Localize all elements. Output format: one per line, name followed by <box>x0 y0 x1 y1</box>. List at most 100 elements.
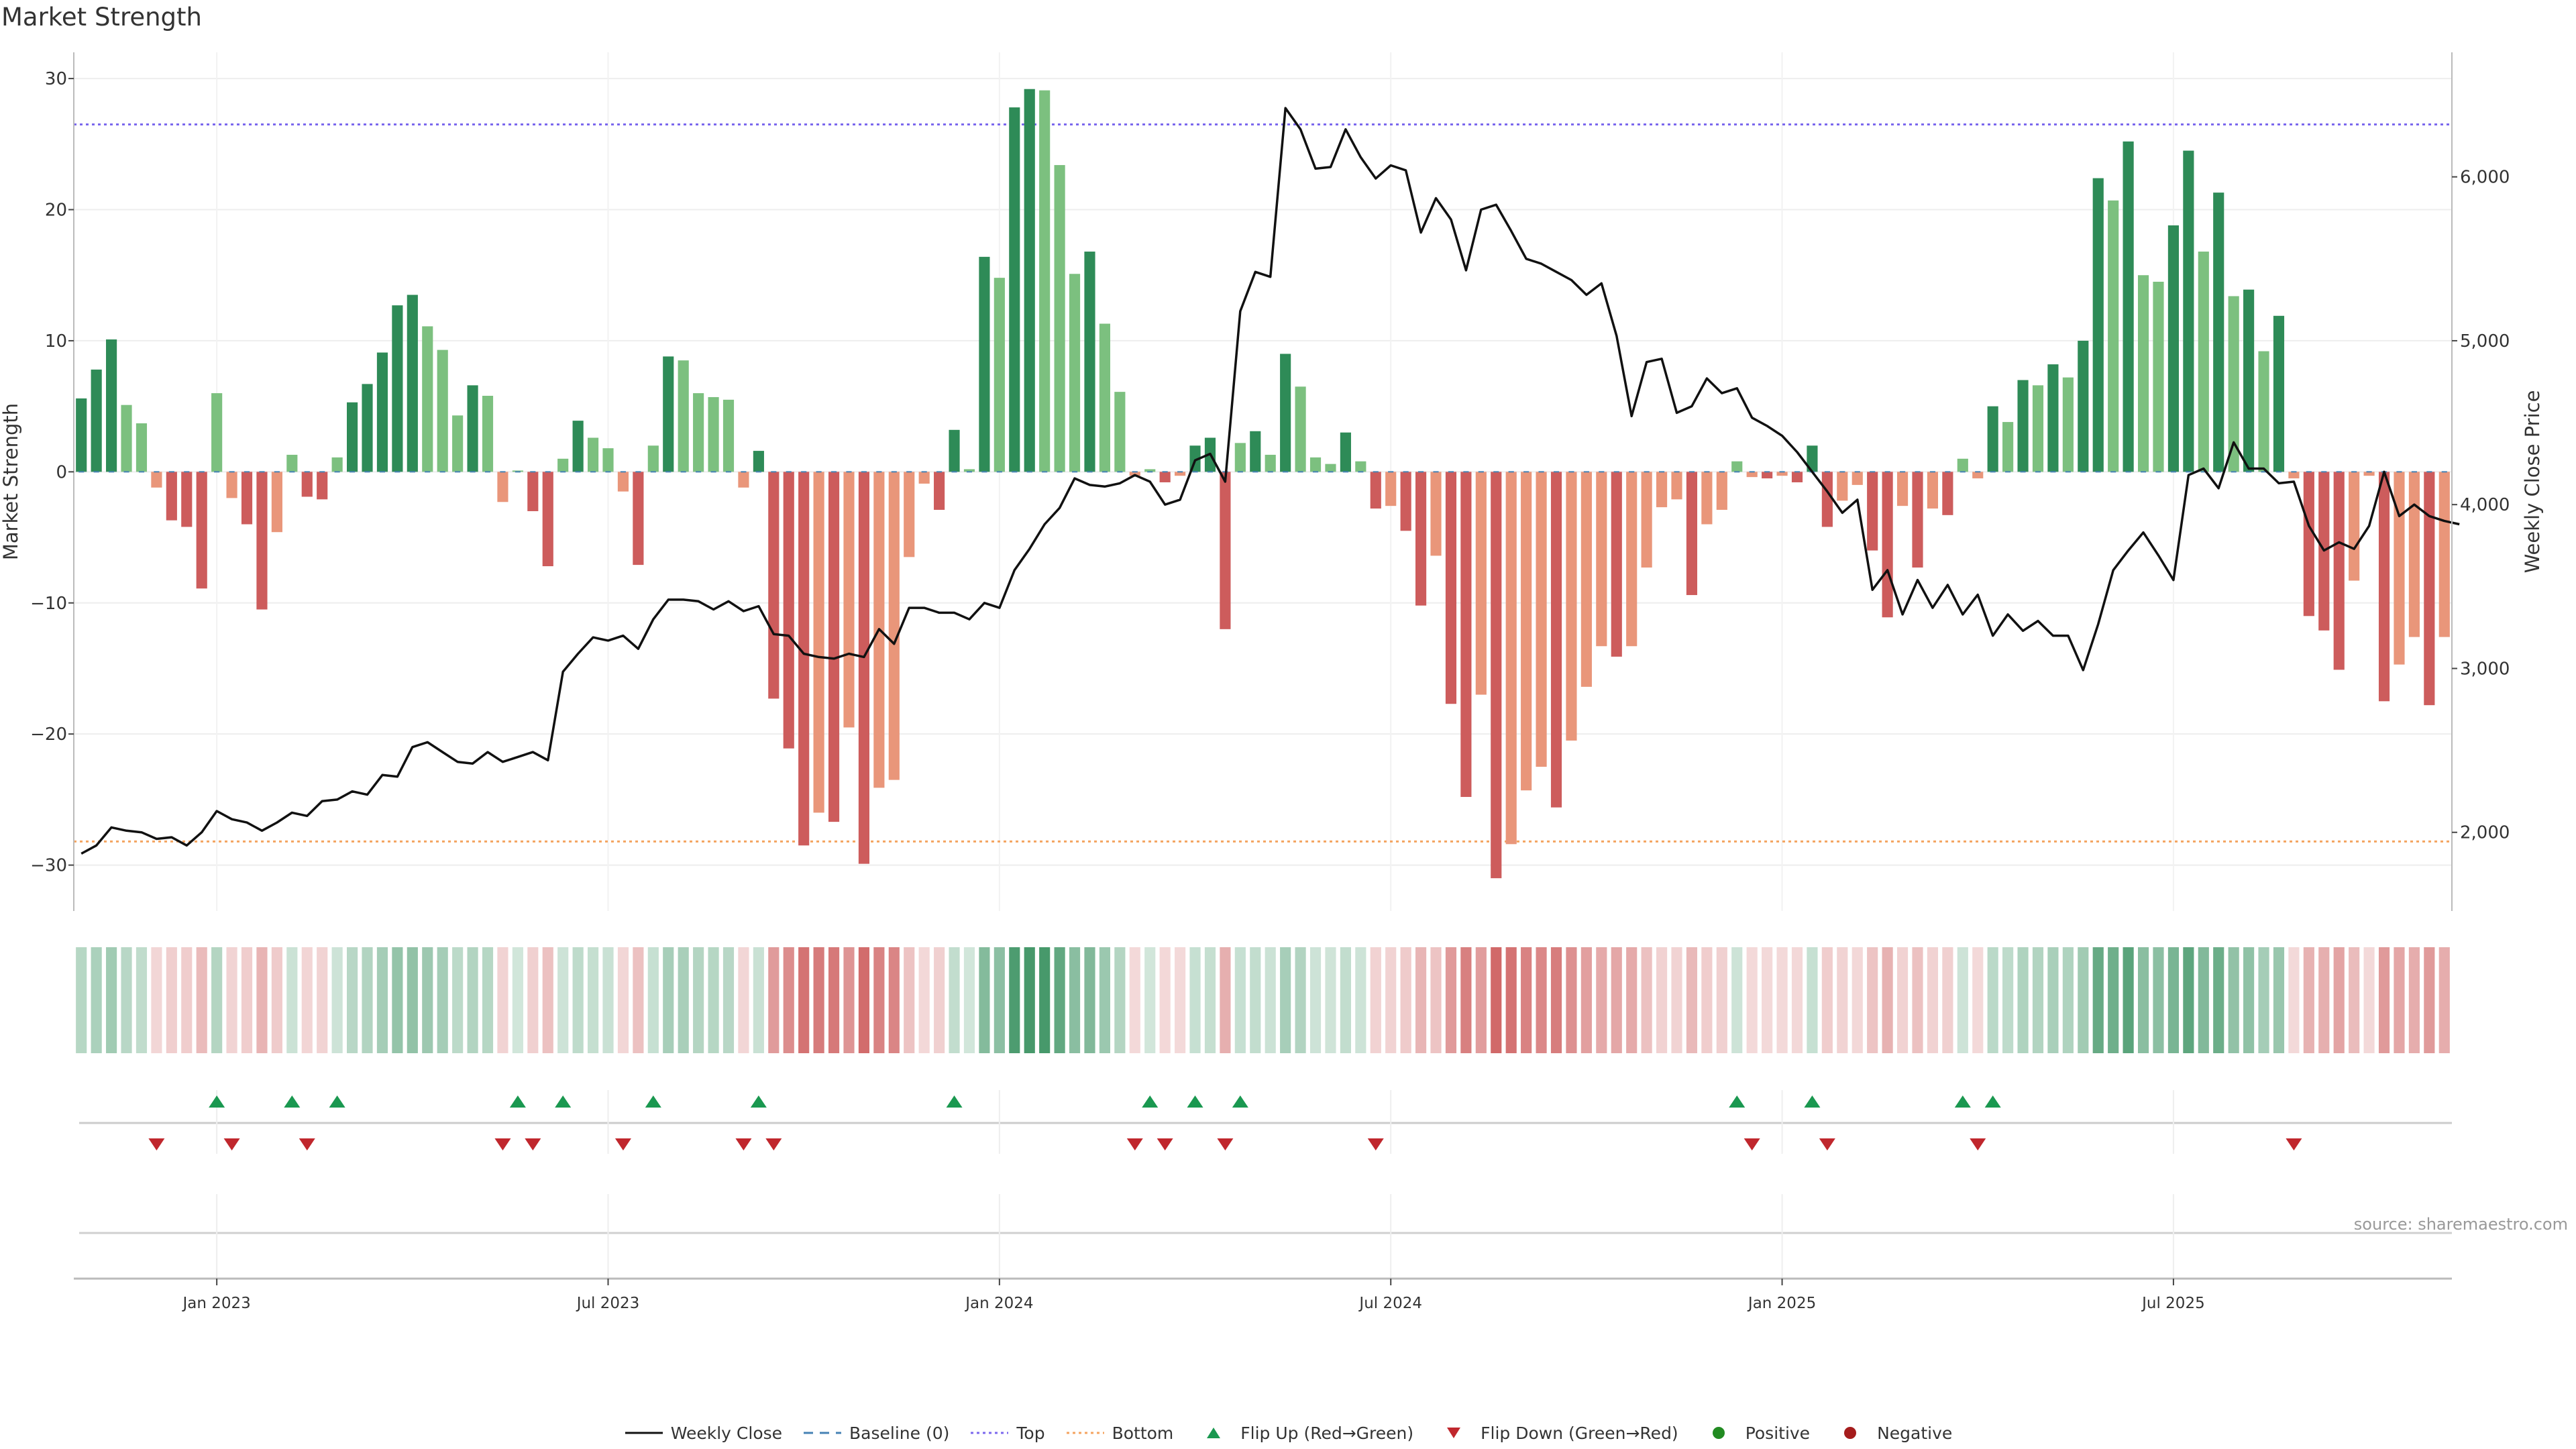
strength-bar <box>1175 472 1186 476</box>
strength-bar <box>1596 472 1607 647</box>
heat-cell <box>798 947 810 1053</box>
strength-bar <box>1009 107 1020 472</box>
flip-up-marker <box>1804 1095 1821 1108</box>
dashed-line-icon <box>804 1432 842 1434</box>
heat-cell <box>211 947 223 1053</box>
solid-line-icon <box>625 1432 663 1434</box>
heat-cell <box>1671 947 1682 1053</box>
strength-bar <box>76 398 87 472</box>
legend-label: Weekly Close <box>670 1423 783 1443</box>
heat-cell <box>121 947 132 1053</box>
strength-bar <box>1415 472 1427 606</box>
strength-bar <box>1370 472 1381 509</box>
flip-up-marker <box>946 1095 963 1108</box>
strength-bar <box>2303 472 2314 616</box>
strength-bar <box>1400 472 1411 531</box>
strength-bar <box>256 472 268 610</box>
y2-tick-label: 4,000 <box>2460 495 2510 515</box>
strength-bar <box>136 423 148 472</box>
legend-item: Flip Down (Green→Red) <box>1434 1424 1678 1443</box>
heat-cell <box>1265 947 1276 1053</box>
dotted-orange-line-icon <box>1066 1432 1104 1434</box>
heat-cell <box>2032 947 2044 1053</box>
flip-markers-panel <box>79 1090 2452 1278</box>
heat-cell <box>602 947 614 1053</box>
strength-bar <box>1536 472 1547 767</box>
strength-bar <box>121 405 132 472</box>
legend-label: Flip Down (Green→Red) <box>1481 1423 1678 1443</box>
strength-bar <box>1491 472 1502 879</box>
strength-bar <box>2349 472 2360 581</box>
heat-cell <box>1957 947 1968 1053</box>
heat-cell <box>1024 947 1035 1053</box>
strength-bar <box>1069 274 1081 472</box>
strength-bar <box>1475 472 1487 695</box>
strength-bar <box>963 469 975 472</box>
strength-bar <box>1821 472 1833 527</box>
flip-down-marker <box>2286 1138 2302 1150</box>
strength-bar <box>497 472 508 502</box>
heat-cell <box>1550 947 1562 1053</box>
strength-bar <box>2047 364 2059 472</box>
heat-cell <box>362 947 373 1053</box>
heat-cell <box>678 947 689 1053</box>
heat-cell <box>301 947 313 1053</box>
strength-bar <box>1957 458 1968 472</box>
heat-cell <box>1009 947 1020 1053</box>
heat-cell <box>1430 947 1442 1053</box>
strength-bar <box>753 451 764 472</box>
strength-heatstrip <box>76 947 2450 1053</box>
legend-label: Baseline (0) <box>849 1423 950 1443</box>
strength-bar <box>1325 464 1336 472</box>
strength-bars <box>76 89 2450 879</box>
flip-up-marker <box>509 1095 526 1108</box>
heat-cell <box>1746 947 1758 1053</box>
heat-cell <box>2438 947 2450 1053</box>
heat-cell <box>2108 947 2119 1053</box>
heat-cell <box>542 947 553 1053</box>
strength-bar <box>1385 472 1397 506</box>
heat-cell <box>1716 947 1727 1053</box>
strength-bar <box>2333 472 2345 670</box>
heat-cell <box>708 947 719 1053</box>
legend-label: Negative <box>1877 1423 1953 1443</box>
heat-cell <box>392 947 403 1053</box>
strength-bar <box>1716 472 1727 511</box>
legend: Weekly Close Baseline (0) Top Bottom Flip Up… <box>0 1419 2576 1446</box>
heat-cell <box>843 947 855 1053</box>
heat-cell <box>1159 947 1171 1053</box>
heat-cell <box>2228 947 2239 1053</box>
flip-up-marker <box>209 1095 225 1108</box>
heat-cell <box>1355 947 1366 1053</box>
heat-cell <box>1385 947 1397 1053</box>
reference-lines <box>74 123 2452 843</box>
strength-bar <box>783 472 794 749</box>
heat-cell <box>2137 947 2149 1053</box>
legend-item: Negative <box>1830 1424 1952 1443</box>
heat-cell <box>2092 947 2104 1053</box>
heat-cell <box>1475 947 1487 1053</box>
strength-bar <box>994 278 1005 472</box>
heat-cell <box>1491 947 1502 1053</box>
strength-bar <box>1309 457 1322 472</box>
strength-bar <box>1987 406 1998 472</box>
strength-bar <box>1776 472 1788 476</box>
y2-axis-title: Weekly Close Price <box>2521 390 2544 574</box>
heat-cell <box>1054 947 1065 1053</box>
strength-bar <box>226 472 237 498</box>
flip-up-marker <box>1954 1095 1971 1108</box>
heat-cell <box>2424 947 2435 1053</box>
heat-cell <box>633 947 644 1053</box>
y2-tick-label: 2,000 <box>2460 823 2510 843</box>
legend-item: Positive <box>1699 1424 1810 1443</box>
heat-cell <box>2002 947 2014 1053</box>
strength-bar <box>2108 200 2119 472</box>
strength-bar <box>2198 252 2209 472</box>
heat-cell <box>1144 947 1156 1053</box>
heat-cell <box>828 947 840 1053</box>
heat-cell <box>1762 947 1773 1053</box>
flip-up-marker <box>1729 1095 1746 1108</box>
strength-bar <box>1851 472 1863 485</box>
heat-cell <box>1821 947 1833 1053</box>
